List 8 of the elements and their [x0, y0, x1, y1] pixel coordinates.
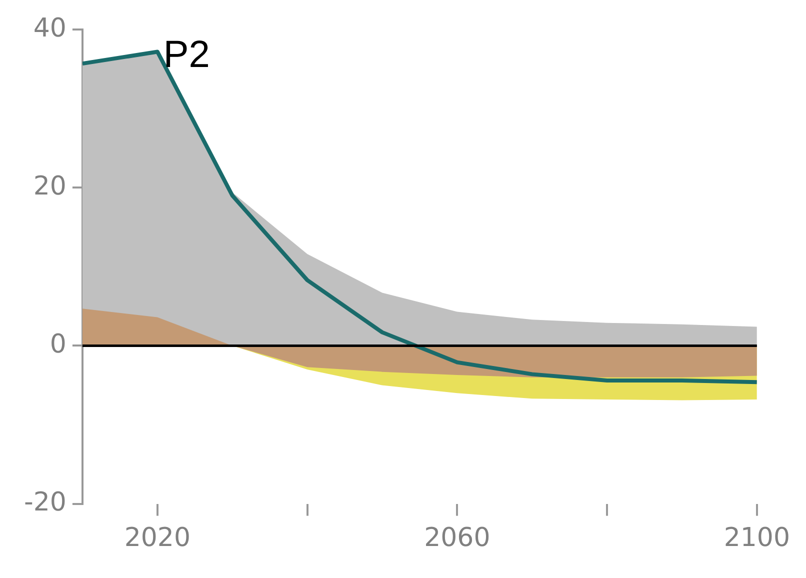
x-tick-label: 2060 — [424, 523, 490, 554]
y-tick-label: 20 — [33, 171, 66, 202]
y-tick-label: 40 — [33, 13, 66, 44]
chart-title: P2 — [163, 34, 210, 76]
x-tick-label: 2020 — [124, 523, 190, 554]
x-tick-label: 2100 — [724, 523, 790, 554]
y-tick-label: 0 — [50, 329, 66, 360]
y-tick-label: -20 — [24, 488, 66, 518]
